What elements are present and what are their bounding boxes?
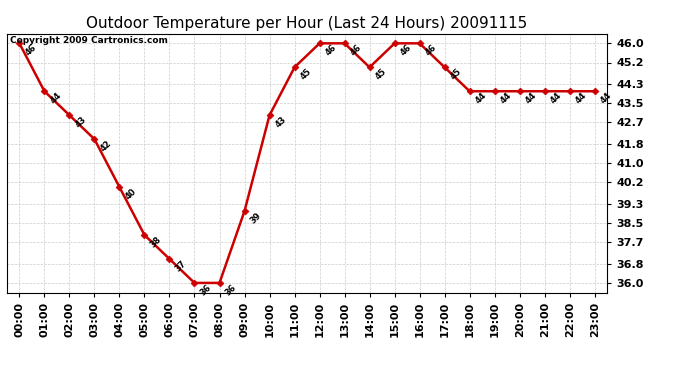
Text: 44: 44 [499,91,513,106]
Text: 44: 44 [549,91,564,106]
Text: 44: 44 [574,91,589,106]
Text: 37: 37 [174,259,188,273]
Text: 39: 39 [248,211,263,225]
Text: 43: 43 [74,115,88,130]
Text: 46: 46 [399,43,413,58]
Text: 43: 43 [274,115,288,130]
Text: 46: 46 [348,43,364,58]
Text: 45: 45 [374,67,388,82]
Text: 44: 44 [474,91,489,106]
Text: 42: 42 [99,139,113,154]
Text: 46: 46 [23,43,38,58]
Title: Outdoor Temperature per Hour (Last 24 Hours) 20091115: Outdoor Temperature per Hour (Last 24 Ho… [86,16,528,31]
Text: 46: 46 [424,43,438,58]
Text: 38: 38 [148,235,163,249]
Text: Copyright 2009 Cartronics.com: Copyright 2009 Cartronics.com [10,36,168,45]
Text: 44: 44 [524,91,538,106]
Text: 40: 40 [124,187,138,202]
Text: 44: 44 [48,91,63,106]
Text: 36: 36 [224,283,238,297]
Text: 45: 45 [448,67,464,82]
Text: 45: 45 [299,67,313,82]
Text: 44: 44 [599,91,613,106]
Text: 36: 36 [199,283,213,297]
Text: 46: 46 [324,43,338,58]
